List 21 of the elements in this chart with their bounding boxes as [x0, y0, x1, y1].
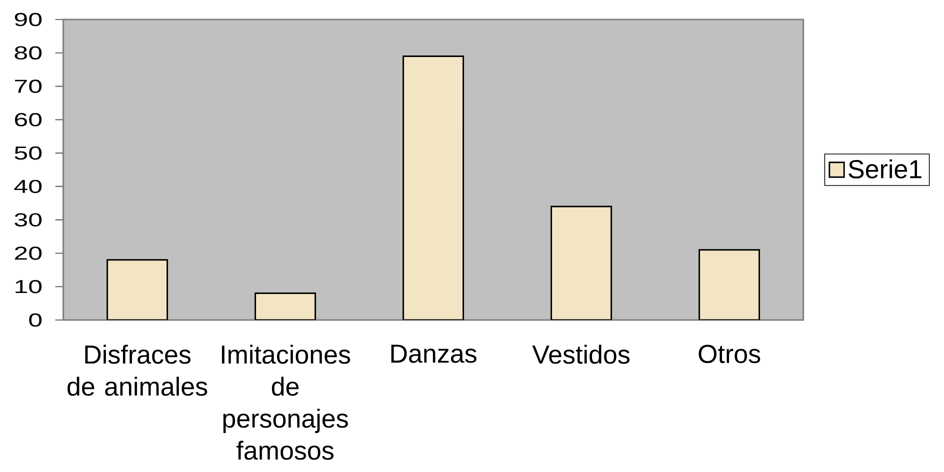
y-tick-label: 70	[15, 80, 42, 93]
y-tick-label: 20	[14, 246, 42, 260]
bar	[698, 249, 760, 320]
legend-label: Serie1	[848, 159, 922, 178]
y-tick-label: 30	[14, 213, 42, 226]
y-tick-label: 0	[29, 313, 42, 327]
x-tick-label: Vestidos	[532, 344, 630, 364]
x-tick-label: Otros	[698, 344, 760, 364]
bar	[254, 292, 316, 320]
x-tick-label: Imitaciones de personajes famosos	[222, 344, 350, 460]
x-tick-label: Disfraces de animales	[68, 344, 208, 396]
y-tick-label: 60	[14, 113, 42, 126]
x-tick-label: Danzas	[391, 344, 476, 363]
y-tick-label: 50	[14, 146, 42, 160]
y-tick-label: 10	[16, 280, 42, 294]
bar	[550, 206, 612, 320]
bar	[402, 55, 464, 320]
y-tick-label: 90	[14, 12, 42, 26]
bar	[106, 259, 168, 320]
y-tick-label: 40	[14, 180, 42, 194]
y-tick-label: 80	[14, 46, 42, 60]
